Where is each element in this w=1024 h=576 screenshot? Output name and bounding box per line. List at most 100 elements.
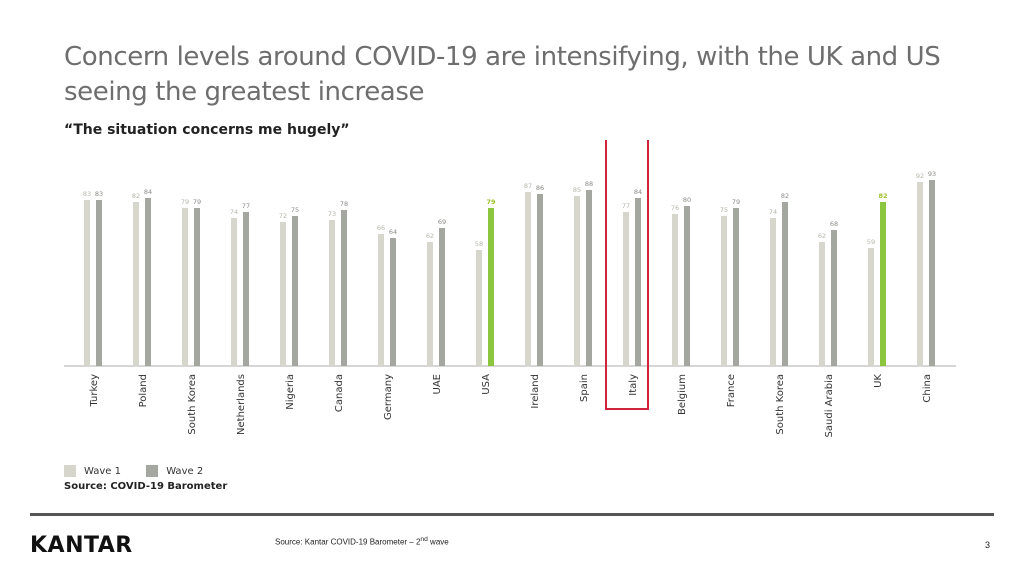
data-label-wave2: 78 (340, 200, 348, 208)
legend-swatch-wave2 (146, 465, 159, 477)
legend-item-wave2: Wave 2 (146, 465, 203, 477)
category-label: Netherlands (236, 374, 247, 435)
data-label-wave1: 74 (769, 208, 777, 216)
data-label-wave1: 73 (328, 210, 336, 218)
data-label-wave2: 86 (536, 184, 544, 192)
data-label-wave1: 62 (818, 232, 826, 240)
category-label: UK (873, 374, 884, 388)
bar-wave1 (427, 242, 433, 366)
data-label-wave1: 85 (573, 186, 581, 194)
kantar-logo: KANTAR (30, 533, 133, 558)
bar-wave1 (868, 248, 874, 366)
bar-wave2 (831, 230, 837, 366)
data-label-wave1: 77 (622, 202, 630, 210)
category-label: Germany (383, 374, 394, 420)
category-label: South Korea (187, 374, 198, 435)
bar-wave2 (341, 210, 347, 366)
footer-source-text: Source: Kantar COVID-19 Barometer – 2 (275, 537, 421, 547)
chart-source: Source: COVID-19 Barometer (64, 481, 228, 492)
data-label-wave2: 77 (242, 202, 250, 210)
bar-wave1 (721, 216, 727, 366)
data-label-wave2: 84 (144, 188, 152, 196)
footer-divider (30, 513, 994, 516)
legend-label-wave1: Wave 1 (84, 465, 121, 477)
data-label-wave1: 87 (524, 182, 532, 190)
bar-wave1 (623, 212, 629, 366)
data-label-wave2: 79 (193, 198, 201, 206)
legend-item-wave1: Wave 1 (64, 465, 121, 477)
bar-wave2 (439, 228, 445, 366)
data-label-wave1: 83 (83, 190, 91, 198)
bar-chart: 83 83 Turkey 82 84 Poland 79 79 South Korea 74 77 N… (64, 140, 956, 437)
bar-wave2 (145, 198, 151, 366)
data-label-wave1: 76 (671, 204, 679, 212)
chart-subtitle: “The situation concerns me hugely” (64, 122, 350, 138)
data-label-wave1: 79 (181, 198, 189, 206)
bar-wave2 (243, 212, 249, 366)
bar-wave2 (488, 208, 494, 366)
footer-source: Source: Kantar COVID-19 Barometer – 2nd … (275, 536, 449, 547)
data-label-wave2: 84 (634, 188, 642, 196)
category-label: Spain (579, 374, 590, 402)
category-label: USA (481, 374, 492, 395)
bar-wave2 (782, 202, 788, 366)
data-label-wave1: 66 (377, 224, 385, 232)
bar-wave1 (525, 192, 531, 366)
bar-wave1 (819, 242, 825, 366)
bar-wave1 (476, 250, 482, 366)
category-label: Ireland (530, 374, 541, 409)
bar-wave2 (390, 238, 396, 366)
legend-label-wave2: Wave 2 (166, 465, 204, 477)
bar-wave2 (635, 198, 641, 366)
bar-wave1 (329, 220, 335, 366)
bar-wave1 (378, 234, 384, 366)
data-label-wave1: 74 (230, 208, 238, 216)
category-label: Italy (628, 374, 639, 396)
data-label-wave1: 58 (475, 240, 483, 248)
bar-wave2 (586, 190, 592, 366)
data-label-wave1: 62 (426, 232, 434, 240)
bar-wave2 (537, 194, 543, 366)
bar-wave2 (929, 180, 935, 366)
bar-wave2 (733, 208, 739, 366)
data-label-wave2: 82 (878, 192, 887, 200)
chart-legend: Wave 1 Wave 2 (64, 465, 225, 480)
category-label: Saudi Arabia (824, 374, 835, 437)
legend-swatch-wave1 (64, 465, 76, 477)
data-label-wave1: 75 (720, 206, 728, 214)
category-label: South Korea (775, 374, 786, 435)
bar-wave1 (672, 214, 678, 366)
bar-wave1 (770, 218, 776, 366)
category-label: Canada (334, 374, 345, 412)
footer-source-tail: wave (427, 537, 449, 547)
bar-wave1 (574, 196, 580, 366)
bar-wave2 (96, 200, 102, 366)
data-label-wave1: 82 (132, 192, 140, 200)
bar-wave2 (292, 216, 298, 366)
bar-wave1 (231, 218, 237, 366)
data-label-wave2: 69 (438, 218, 446, 226)
bar-wave1 (917, 182, 923, 366)
category-label: UAE (432, 374, 443, 394)
bar-wave1 (182, 208, 188, 366)
bar-wave2 (684, 206, 690, 366)
bar-wave1 (84, 200, 90, 366)
highlight-box (605, 140, 649, 410)
category-label: Turkey (89, 374, 100, 408)
data-label-wave2: 68 (830, 220, 838, 228)
footer-source-sup: nd (420, 536, 428, 543)
data-label-wave2: 79 (486, 198, 496, 206)
data-label-wave1: 59 (867, 238, 875, 246)
data-label-wave2: 88 (585, 180, 593, 188)
category-label: Poland (138, 374, 149, 407)
data-label-wave2: 64 (389, 228, 397, 236)
page-number: 3 (985, 540, 991, 550)
page-title: Concern levels around COVID-19 are inten… (64, 42, 941, 107)
data-label-wave1: 72 (279, 212, 287, 220)
category-label: China (922, 374, 933, 403)
bar-wave2 (880, 202, 886, 366)
bar-wave1 (133, 202, 139, 366)
category-label: Nigeria (285, 374, 296, 410)
bar-wave1 (280, 222, 286, 366)
data-label-wave2: 82 (781, 192, 789, 200)
